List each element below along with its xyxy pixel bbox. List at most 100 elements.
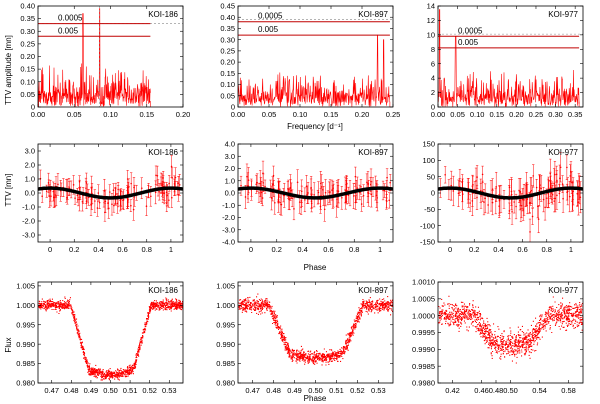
y-tick-label: 0.995 — [216, 320, 235, 329]
ttv-point — [568, 195, 571, 198]
ttv-point — [78, 188, 81, 190]
ttv-point — [310, 200, 313, 203]
y-tick-label: 4.0 — [225, 140, 235, 149]
x-tick-label: 0.15 — [489, 110, 504, 119]
y-tick-label: 0.15 — [220, 69, 235, 78]
ttv-point — [115, 193, 117, 195]
ttv-point — [531, 215, 534, 218]
ttv-point — [274, 201, 276, 204]
y-tick-label: 0.35 — [20, 14, 35, 23]
x-tick-label: 0.8 — [349, 245, 359, 254]
ttv-point — [487, 204, 489, 206]
ttv-point — [556, 179, 558, 182]
ttv-point — [290, 189, 293, 192]
ttv-point — [542, 198, 545, 201]
y-tick-label: 3.0 — [25, 147, 35, 156]
ttv-point — [566, 166, 568, 169]
ttv-point — [300, 190, 303, 193]
y-tick-label: 2 — [431, 88, 435, 97]
ttv-point — [510, 190, 513, 193]
panel-1-0: 0 0.2 0.4 0.6 0.8 1 -3.0 -2.0 -1.0 0.0 1.0 2.0 3.0 KO… — [22, 143, 184, 254]
ttv-point — [41, 195, 43, 198]
ttv-point — [544, 206, 546, 209]
ttv-point — [162, 177, 164, 179]
ttv-point — [346, 182, 348, 185]
plot-area — [38, 296, 183, 381]
y-tick-label: 0.25 — [220, 46, 235, 55]
y-tick-label: 2.0 — [25, 161, 35, 170]
ttv-point — [128, 186, 130, 188]
ttv-point — [457, 192, 460, 195]
ttv-point — [559, 177, 561, 180]
ttv-point — [94, 200, 96, 202]
ttv-point — [68, 186, 70, 188]
ttv-point — [57, 183, 59, 186]
y-tick-label: 0.9995 — [412, 328, 435, 337]
ttv-point — [113, 204, 115, 207]
y-tick-label: 0.35 — [220, 24, 235, 33]
ttv-point — [296, 181, 299, 184]
y-tick-label: 1.000 — [16, 301, 35, 310]
y-tick-label: 10 — [427, 30, 435, 39]
ttv-point — [459, 180, 461, 182]
xlabel-row2: Phase — [304, 394, 327, 403]
y-tick-label: 0.990 — [16, 340, 35, 349]
y-tick-label: 0.15 — [20, 65, 35, 74]
y-tick-label: 2.0 — [225, 164, 235, 173]
panel-0-0: 0.0005 0.005 0.00 0.05 0.10 0.15 0.20 0 0.05 0.10… — [20, 2, 190, 119]
x-tick-label: 0.30 — [548, 110, 563, 119]
ttv-point — [556, 194, 558, 197]
ttv-point — [48, 195, 51, 197]
ttv-point — [163, 192, 166, 195]
plot-area — [38, 6, 183, 107]
ttv-point — [165, 191, 168, 194]
panel-0-2: 0.0005 0.005 0.00 0.05 0.10 0.15 0.20 0.25 0.30 0… — [427, 2, 584, 119]
y-tick-label: 1.005 — [216, 281, 235, 290]
ttv-point — [54, 194, 56, 196]
ttv-point — [178, 184, 181, 186]
x-tick-label: 0.15 — [324, 110, 339, 119]
ttv-point — [550, 192, 553, 194]
x-tick-label: 0.10 — [103, 110, 118, 119]
x-tick-label: 0.25 — [386, 110, 401, 119]
y-tick-label: 0 — [431, 189, 435, 198]
y-tick-label: 1.0010 — [412, 278, 435, 287]
ttv-point — [366, 181, 368, 184]
spectrum-line — [38, 8, 151, 107]
ttv-point — [341, 197, 343, 199]
threshold-label: 0.0005 — [458, 26, 483, 35]
y-tick-label: -2.0 — [22, 217, 35, 226]
ttv-point — [481, 173, 484, 176]
y-tick-label: 0.985 — [216, 359, 235, 368]
ttv-point — [461, 193, 464, 195]
ttv-point — [356, 187, 359, 189]
threshold-label: 0.005 — [58, 26, 79, 35]
x-tick-label: 0.15 — [139, 110, 154, 119]
plot-frame — [437, 5, 584, 108]
ttv-point — [280, 203, 283, 206]
x-tick-label: 0.6 — [517, 245, 527, 254]
x-tick-label: 0.48 — [266, 386, 281, 395]
ttv-point — [117, 188, 119, 191]
ttv-point — [78, 180, 81, 183]
ttv-point — [133, 186, 135, 189]
x-tick-label: 0.51 — [329, 386, 344, 395]
ttv-point — [272, 174, 275, 177]
ttv-point — [553, 182, 555, 185]
ttv-point — [310, 186, 312, 189]
ttv-point — [168, 199, 170, 201]
y-tick-label: 50 — [427, 172, 435, 181]
ttv-point — [145, 205, 148, 207]
ttv-point — [298, 201, 301, 203]
plot-area — [38, 155, 183, 222]
x-tick-label: 0.42 — [445, 386, 460, 395]
ttv-point — [576, 193, 579, 195]
ttv-point — [577, 201, 580, 203]
ttv-point — [386, 176, 388, 179]
ttv-point — [382, 189, 384, 192]
ttv-point — [367, 192, 369, 194]
x-tick-label: 0.58 — [561, 386, 576, 395]
panel-label: KOI-977 — [548, 148, 578, 157]
ttv-point — [480, 189, 482, 192]
y-tick-label: 0.980 — [16, 379, 35, 388]
